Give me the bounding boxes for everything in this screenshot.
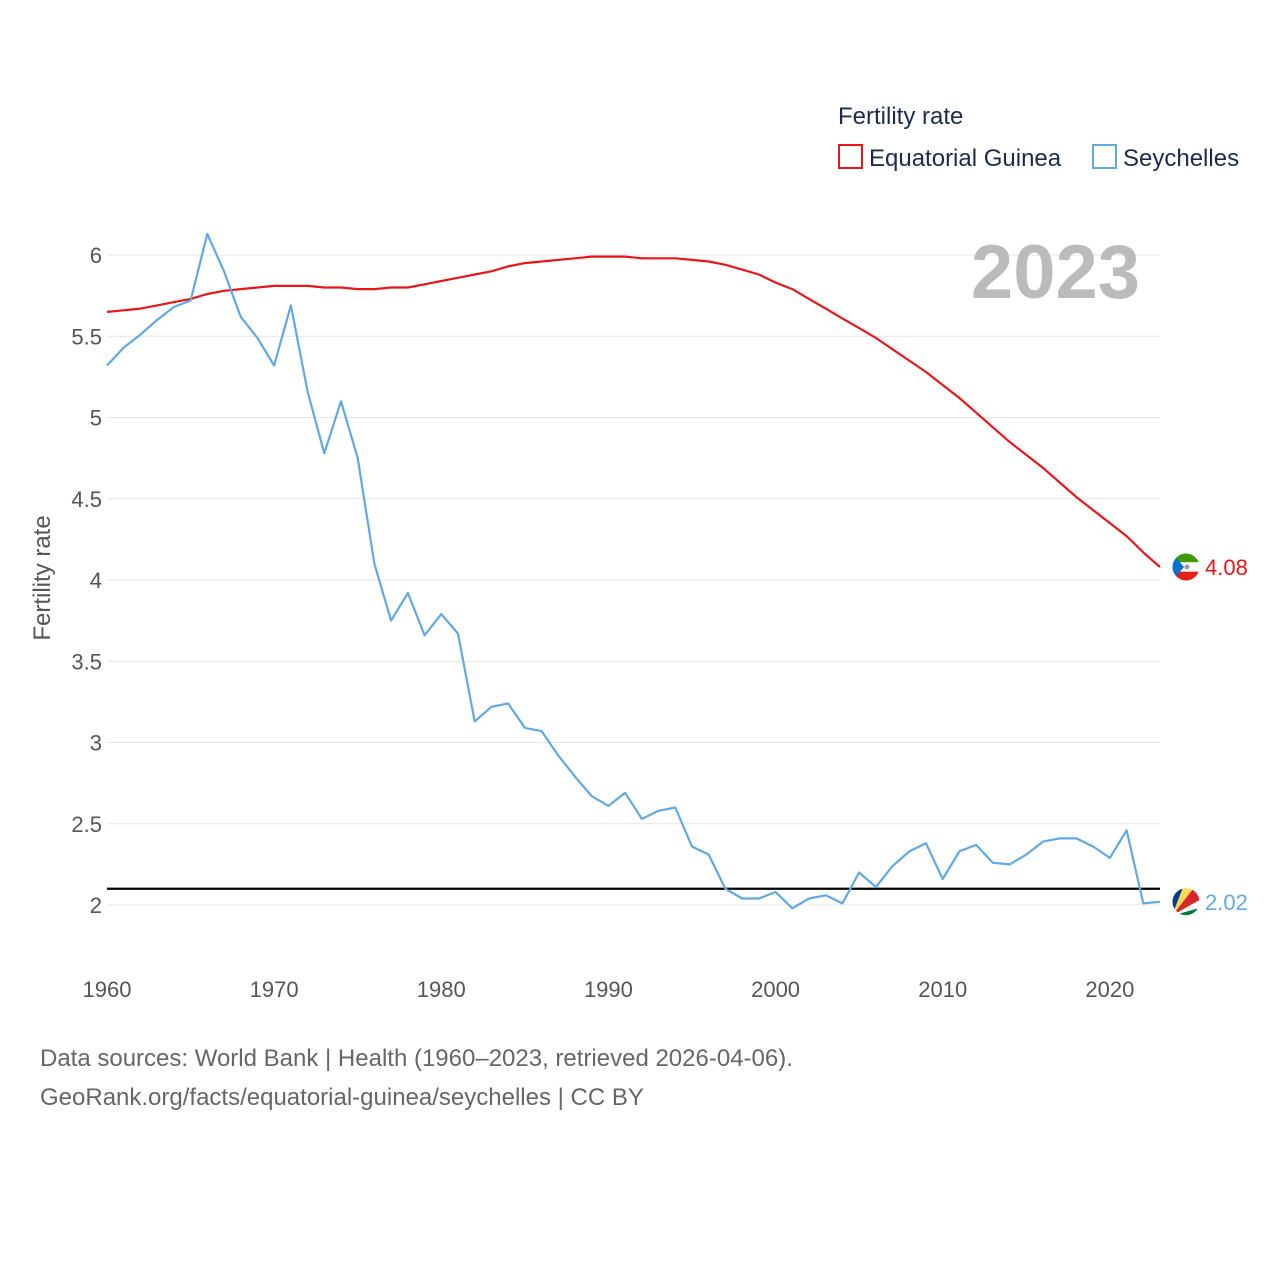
series-lines xyxy=(106,232,1161,910)
x-tick-label: 2010 xyxy=(918,977,967,1002)
x-tick-label: 1970 xyxy=(250,977,299,1002)
legend: Fertility rate Equatorial Guinea Seychel… xyxy=(838,103,1239,172)
end-value-label-equatorial-guinea: 4.08 xyxy=(1205,555,1248,580)
y-tick-label: 5 xyxy=(90,406,102,431)
y-tick-label: 4 xyxy=(90,568,102,593)
gridlines xyxy=(107,254,1160,906)
series-end-markers: 4.08 2.02 xyxy=(1171,552,1248,917)
y-tick-label: 2 xyxy=(90,893,102,918)
legend-title: Fertility rate xyxy=(838,103,963,130)
y-axis-ticks: 2 2.5 3 3.5 4 4.5 5 5.5 6 xyxy=(71,243,102,918)
y-tick-label: 3.5 xyxy=(71,649,102,674)
y-tick-label: 3 xyxy=(90,731,102,756)
x-tick-label: 1980 xyxy=(417,977,466,1002)
x-tick-label: 2020 xyxy=(1085,977,1134,1002)
x-axis-ticks: 1960 1970 1980 1990 2000 2010 2020 xyxy=(83,977,1135,1002)
legend-label-seychelles[interactable]: Seychelles xyxy=(1123,145,1239,172)
y-axis-label: Fertility rate xyxy=(29,515,56,640)
end-value-label-seychelles: 2.02 xyxy=(1205,890,1248,915)
y-tick-label: 6 xyxy=(90,243,102,268)
footer-sources: Data sources: World Bank | Health (1960–… xyxy=(40,1045,793,1072)
y-tick-label: 2.5 xyxy=(71,812,102,837)
equatorial-guinea-flag-icon xyxy=(1171,552,1201,582)
legend-label-equatorial-guinea[interactable]: Equatorial Guinea xyxy=(869,145,1062,172)
series-line-seychelles[interactable] xyxy=(106,232,1161,910)
x-tick-label: 2000 xyxy=(751,977,800,1002)
series-line-equatorial-guinea[interactable] xyxy=(106,255,1161,568)
x-tick-label: 1960 xyxy=(83,977,132,1002)
current-year-label: 2023 xyxy=(971,230,1140,315)
y-tick-label: 5.5 xyxy=(71,324,102,349)
footer-url: GeoRank.org/facts/equatorial-guinea/seyc… xyxy=(40,1084,644,1111)
seychelles-flag-icon xyxy=(1171,887,1201,917)
legend-swatch-equatorial-guinea[interactable] xyxy=(838,144,863,169)
y-tick-label: 4.5 xyxy=(71,487,102,512)
x-tick-label: 1990 xyxy=(584,977,633,1002)
legend-swatch-seychelles[interactable] xyxy=(1092,144,1117,169)
